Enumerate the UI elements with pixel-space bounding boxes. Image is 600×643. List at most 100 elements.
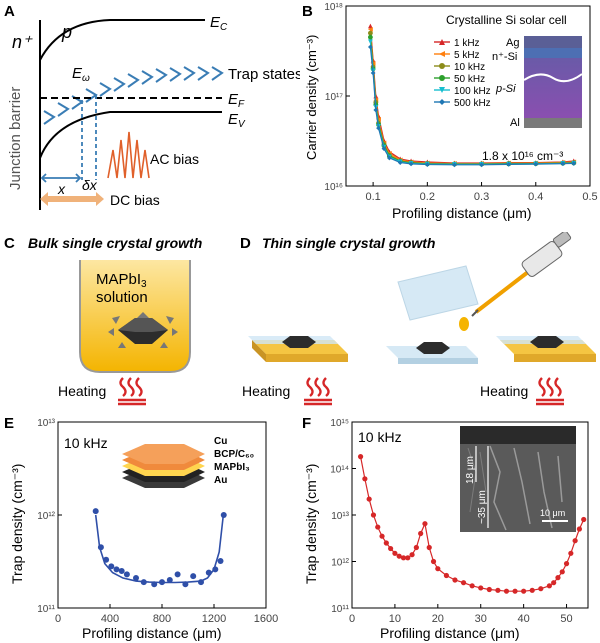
x-tick-label: 50 [560, 613, 572, 625]
substrate-left [248, 336, 348, 362]
data-point [108, 563, 115, 570]
y-tick-label: 10¹⁶ [324, 182, 343, 193]
ac-bias-waveform [107, 131, 150, 179]
panel-b-chart: B Carrier density (cm⁻³) Profiling dista… [302, 2, 598, 221]
solar-cell-layer-stack [523, 36, 583, 128]
dx-label: δx [82, 177, 98, 193]
data-point [563, 561, 570, 567]
panel-d-heating-left: Heating [242, 383, 290, 399]
x-tick-label: 1600 [254, 613, 278, 625]
data-point [460, 580, 467, 586]
data-point [555, 575, 561, 581]
dc-bias-label: DC bias [110, 192, 160, 208]
x-tick-label: 0 [55, 613, 61, 625]
data-point [486, 586, 492, 593]
stack-layer-cu: Cu [214, 436, 227, 447]
legend-label: 1 kHz [454, 38, 480, 49]
substrate-middle [386, 342, 478, 364]
data-point [512, 588, 518, 594]
stack-layer-mapbi3: MAPbI₃ [214, 462, 250, 473]
data-point [521, 588, 527, 594]
data-point [379, 533, 385, 539]
panel-b-xlabel: Profiling distance (μm) [392, 205, 532, 221]
data-point [118, 567, 125, 574]
data-point [546, 583, 552, 589]
panel-f-chart: F Trap density (cm⁻³) Profiling distance… [302, 415, 589, 641]
growth-arrows [108, 312, 178, 348]
y-tick-label: 10¹⁷ [325, 92, 343, 103]
data-point [362, 476, 368, 482]
data-point [435, 566, 441, 572]
data-point [123, 571, 130, 578]
y-tick-label: 10¹¹ [331, 604, 349, 615]
panel-b-value-label: 1.8 x 10¹⁶ cm⁻³ [482, 149, 563, 163]
x-tick-label: 1200 [202, 613, 226, 625]
layer-n-si-label: n⁺-Si [492, 51, 517, 63]
heat-icon-left [304, 377, 332, 406]
data-point [413, 544, 419, 551]
x-tick-label: 800 [153, 613, 171, 625]
data-point [581, 516, 587, 523]
panel-b-label: B [302, 3, 313, 20]
ac-bias-label: AC bias [150, 151, 199, 167]
data-point [443, 572, 449, 579]
data-point [381, 146, 387, 152]
data-point [469, 583, 475, 589]
data-point [92, 508, 99, 515]
y-tick-label: 10¹¹ [37, 604, 55, 615]
n-plus-label: n⁺ [12, 32, 33, 52]
glass-cover-slide [397, 265, 479, 321]
data-point [370, 512, 377, 518]
y-tick-label: 10¹⁸ [324, 2, 343, 13]
data-point [572, 538, 578, 544]
data-point [368, 30, 373, 36]
data-point [396, 553, 402, 559]
data-point [576, 526, 583, 532]
trap-state-chevrons [43, 66, 224, 125]
data-point [174, 571, 181, 578]
data-point [479, 162, 484, 168]
data-point [368, 26, 373, 32]
solution-label-line1: MAPbI3 [96, 271, 147, 290]
panel-e-label: E [4, 415, 14, 432]
panel-d-heating-right: Heating [480, 383, 528, 399]
legend-marker [439, 51, 445, 57]
stack-layer-au: Au [214, 475, 227, 486]
data-point [217, 558, 224, 565]
legend-marker [439, 87, 445, 93]
x-tick-label: 0 [349, 613, 355, 625]
data-point [400, 555, 407, 561]
data-point [357, 454, 364, 460]
panel-a: A n⁺ p Junction barrier EC Eω Trap state… [4, 3, 300, 210]
panel-f-freq: 10 kHz [358, 429, 402, 445]
data-point [190, 573, 197, 580]
solution-droplet [459, 317, 469, 331]
ew-label: Eω [72, 65, 90, 84]
pipette-icon [471, 232, 572, 317]
legend-marker [439, 99, 445, 105]
data-point [506, 161, 512, 167]
data-point [426, 544, 432, 551]
x-tick-label: 20 [432, 613, 444, 625]
sem-image-inset [460, 426, 576, 532]
y-tick-label: 10¹² [37, 511, 55, 522]
x-tick-label: 0.2 [420, 191, 435, 203]
data-point [166, 577, 173, 584]
data-point [424, 162, 430, 167]
substrate-right [496, 336, 596, 362]
data-point [366, 496, 372, 502]
x-tick-label: 400 [101, 613, 119, 625]
junction-barrier-label: Junction barrier [7, 87, 24, 190]
data-point [373, 107, 379, 113]
layer-al-label: Al [510, 117, 520, 129]
data-point [368, 23, 373, 29]
legend-marker [439, 75, 445, 81]
x-tick-label: 30 [475, 613, 487, 625]
data-point [452, 577, 458, 583]
data-point [368, 44, 373, 50]
panel-d-label: D [240, 235, 251, 252]
data-point [503, 588, 510, 594]
data-point [397, 160, 403, 165]
x-tick-label: 0.4 [528, 191, 543, 203]
